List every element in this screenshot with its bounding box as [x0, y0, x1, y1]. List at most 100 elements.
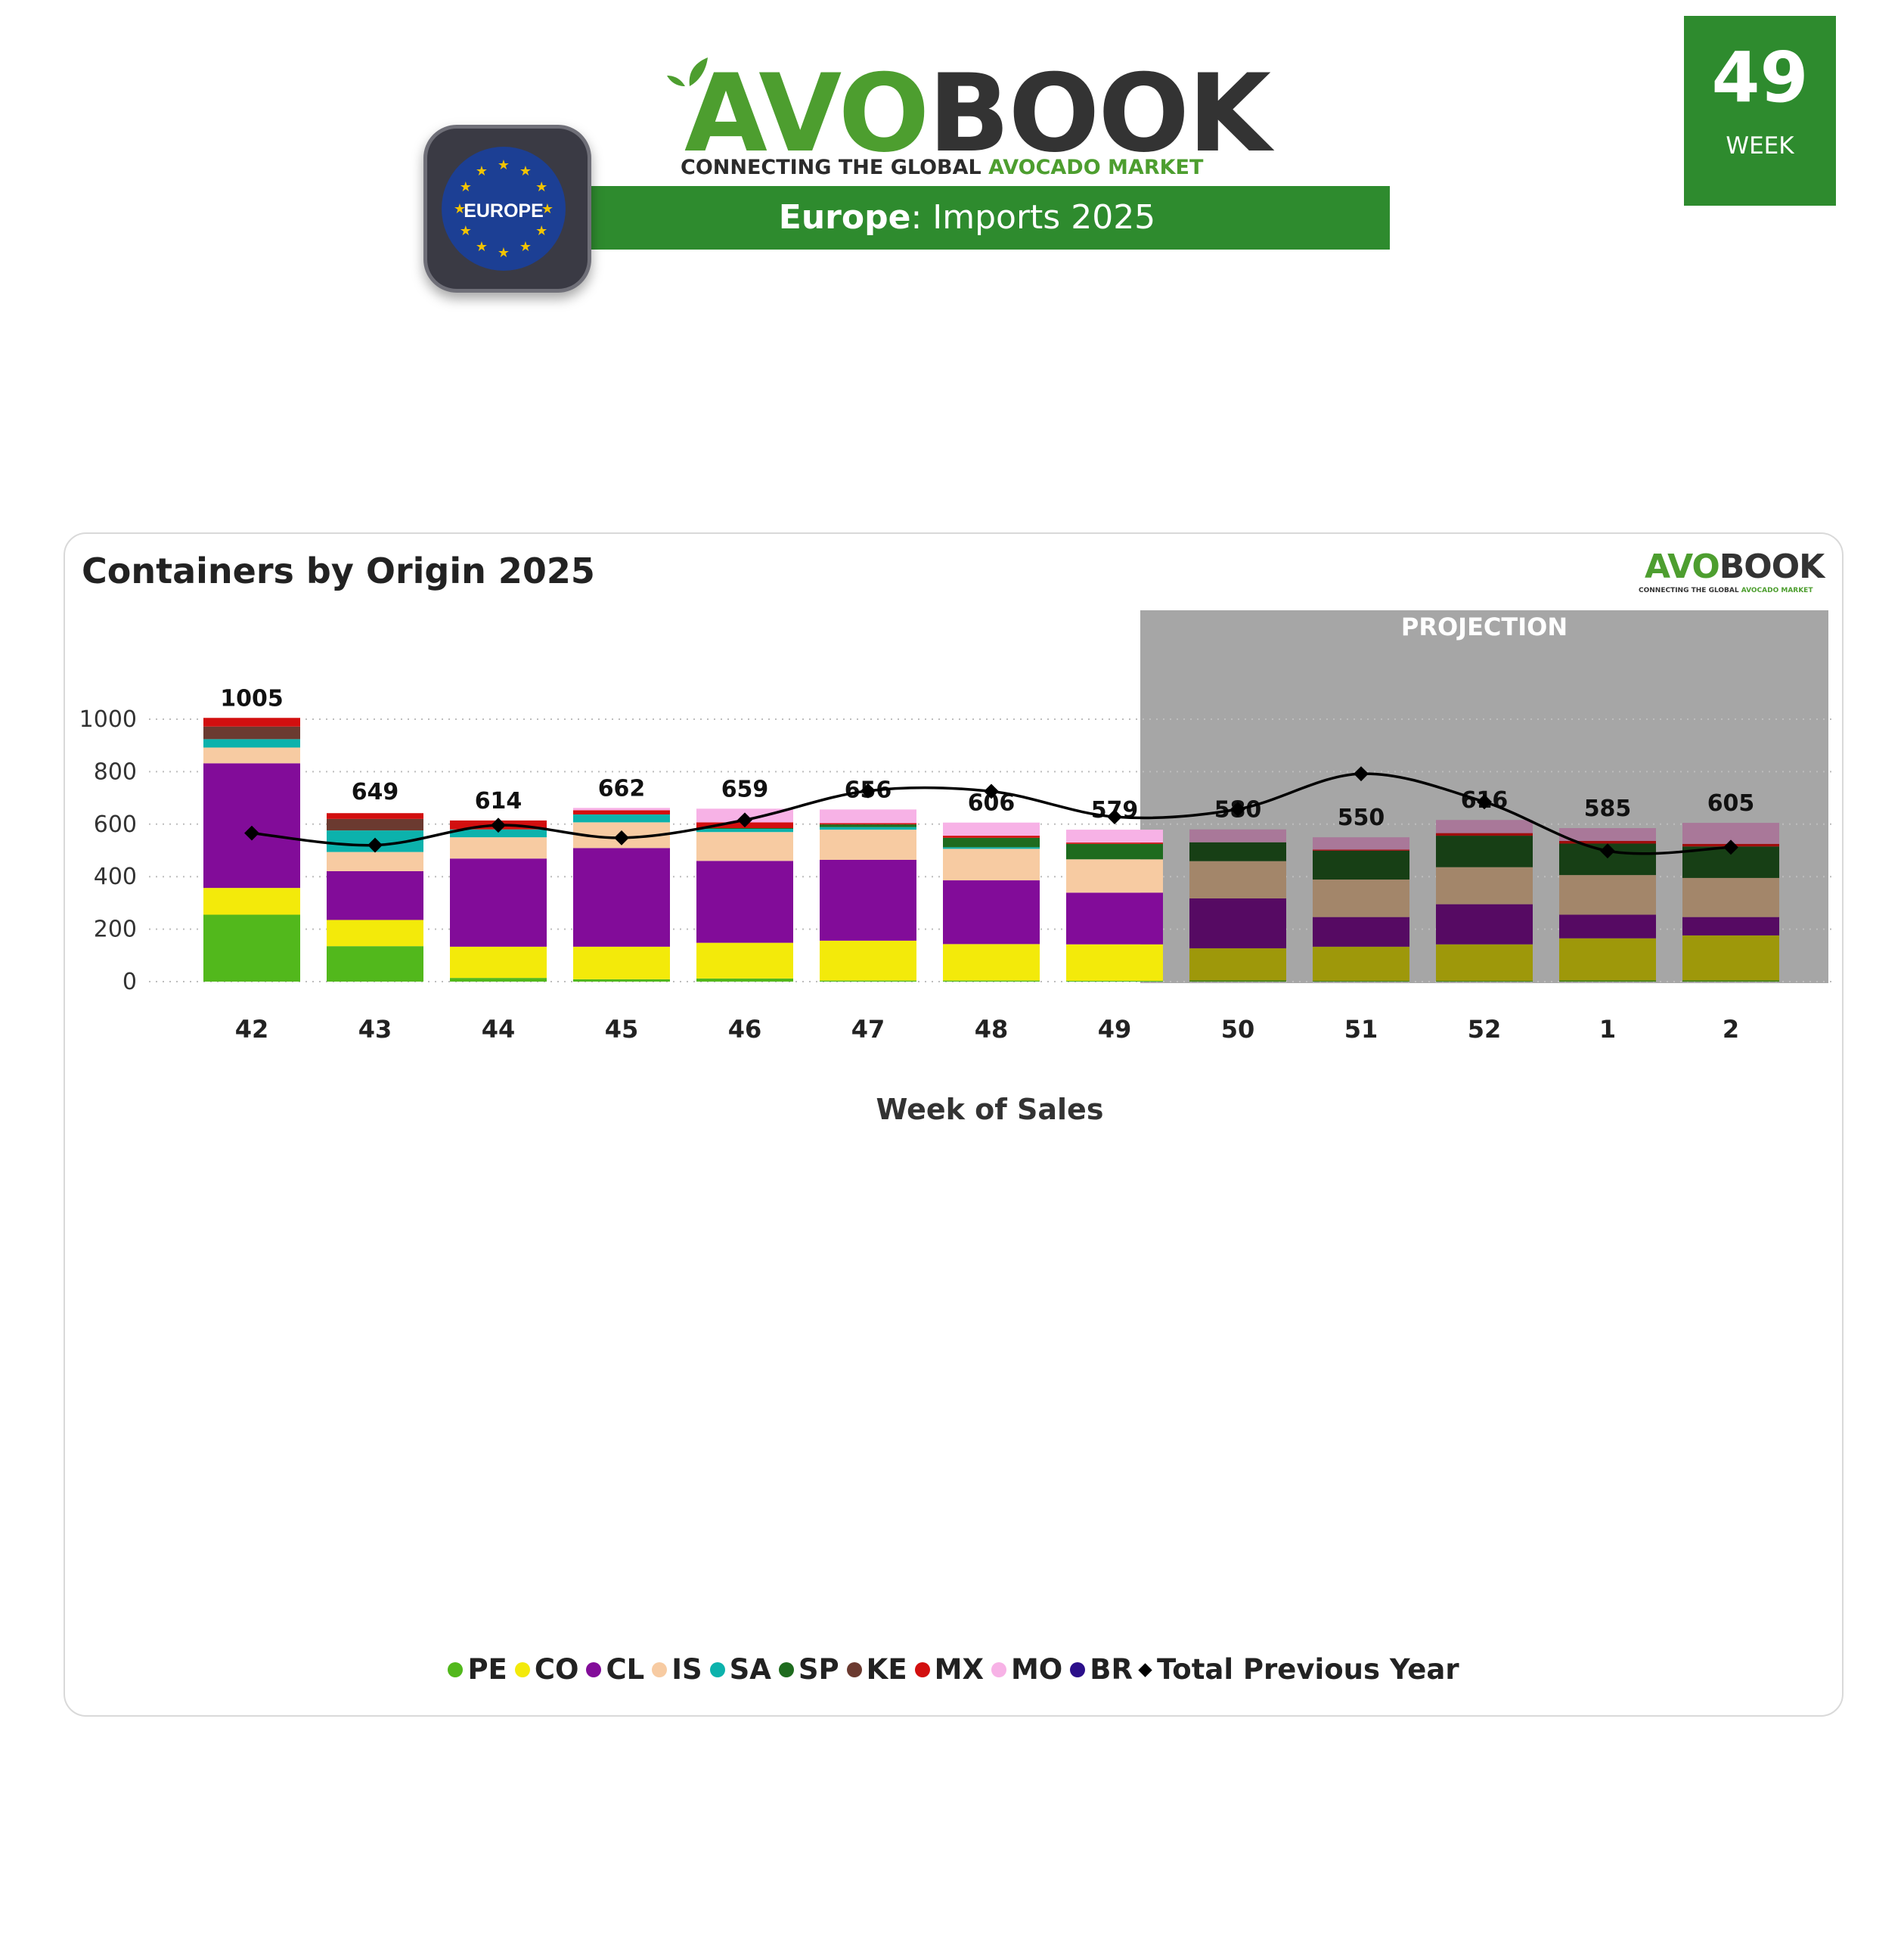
bar-segment-mo: [1436, 820, 1533, 833]
bar-segment-is: [1189, 861, 1286, 899]
x-tick-label: 51: [1344, 1015, 1378, 1044]
bar-segment-pe: [1682, 980, 1779, 982]
y-tick-label: 600: [94, 811, 137, 838]
previous-year-point: [984, 783, 999, 799]
total-label: 662: [598, 775, 646, 802]
bar-segment-is: [1559, 875, 1656, 915]
bar-segment-pe: [820, 980, 916, 982]
mini-tagline-green: AVOCADO MARKET: [1741, 587, 1813, 594]
total-label: 614: [475, 788, 523, 814]
bar-segment-sp: [943, 837, 1040, 848]
legend-label: MX: [934, 1653, 984, 1686]
bar-segment-mo: [943, 822, 1040, 836]
x-tick-label: 2: [1723, 1015, 1739, 1044]
week-number: 49: [1711, 37, 1809, 118]
page-title: Europe: Imports 2025: [544, 186, 1390, 250]
previous-year-point: [367, 837, 383, 853]
legend-label: SA: [729, 1653, 771, 1686]
bar-segment-co: [820, 940, 916, 981]
y-tick-label: 200: [94, 917, 137, 943]
bar-segment-sp: [1066, 843, 1163, 860]
bar-segment-pe: [1313, 980, 1409, 982]
bar-segment-pe: [1436, 980, 1533, 982]
bar-segment-mx: [1066, 842, 1163, 844]
bar-segment-mx: [1559, 841, 1656, 844]
x-tick-label: 50: [1221, 1015, 1255, 1044]
legend-dot-icon: [846, 1662, 862, 1677]
bar-segment-sa: [943, 847, 1040, 849]
bar-segment-co: [1559, 938, 1656, 981]
eu-star-icon: ★: [460, 223, 472, 239]
x-tick-label: 43: [358, 1015, 392, 1044]
bar-segment-is: [450, 837, 547, 859]
bar-segment-mx: [1436, 833, 1533, 836]
logo-wordmark: AVOBOOK: [684, 60, 1271, 168]
bar-segment-cl: [1436, 904, 1533, 945]
bar-segment-co: [203, 888, 300, 915]
x-tick-label: 45: [605, 1015, 639, 1044]
legend-item: Total Previous Year: [1138, 1653, 1459, 1686]
week-label: WEEK: [1726, 132, 1794, 160]
bar-segment-co: [573, 946, 670, 979]
eu-star-icon: ★: [535, 179, 547, 195]
week-badge: 49 WEEK: [1684, 16, 1836, 206]
bar-segment-is: [1436, 867, 1533, 904]
bar-segment-cl: [820, 859, 916, 941]
bar-segment-is: [1066, 859, 1163, 893]
projection-label: PROJECTION: [1401, 613, 1568, 641]
total-label: 649: [352, 779, 399, 805]
legend-label: BR: [1090, 1653, 1133, 1686]
bar-segment-sa: [820, 827, 916, 830]
previous-year-point: [1107, 809, 1122, 824]
bar-segment-is: [1313, 880, 1409, 917]
bar-segment-mx: [327, 813, 423, 819]
bar-segment-ke: [327, 818, 423, 831]
legend-item: MX: [914, 1653, 984, 1686]
y-tick-label: 400: [94, 864, 137, 890]
x-tick-label: 42: [235, 1015, 269, 1044]
x-tick-label: 1: [1599, 1015, 1616, 1044]
bar-segment-co: [450, 946, 547, 979]
stacked-bar-chart: PROJECTION 0 200 400 600 800 1000 1005 42 649 43 61…: [79, 610, 1831, 1126]
legend-dot-icon: [914, 1662, 930, 1677]
mini-logo-book: BOOK: [1719, 548, 1825, 586]
bar-segment-co: [1682, 935, 1779, 981]
bar-segment-co: [943, 944, 1040, 981]
bar-segment-pe: [1189, 980, 1286, 982]
legend-dot-icon: [709, 1662, 725, 1677]
bar-segment-is: [1682, 877, 1779, 917]
total-label: 605: [1707, 790, 1755, 817]
bar-segment-cl: [573, 848, 670, 947]
legend-label: CL: [606, 1653, 645, 1686]
bar-segment-mx: [203, 718, 300, 727]
eu-star-icon: ★: [519, 239, 532, 255]
bar-segment-sa: [696, 829, 793, 833]
logo-book: BOOK: [928, 51, 1271, 176]
bar-segment-is: [203, 747, 300, 764]
avobook-logo: AVOBOOK CONNECTING THE GLOBAL AVOCADO MA…: [665, 45, 1271, 189]
legend-label: CO: [534, 1653, 579, 1686]
previous-year-point: [1477, 794, 1492, 810]
x-axis-title: Week of Sales: [876, 1093, 1104, 1126]
bar-segment-cl: [696, 861, 793, 943]
legend-item: IS: [652, 1653, 702, 1686]
bar-segment-co: [327, 920, 423, 947]
tagline-green: AVOCADO MARKET: [988, 156, 1204, 179]
bar-segment-cl: [1559, 914, 1656, 939]
bar-segment-is: [696, 832, 793, 861]
total-label: 659: [721, 776, 769, 802]
x-tick-label: 49: [1098, 1015, 1132, 1044]
bar-segment-pe: [1559, 980, 1656, 982]
bar-segment-cl: [943, 880, 1040, 945]
bar-segment-mo: [820, 809, 916, 824]
logo-avo: AVO: [684, 51, 929, 176]
bar-segment-pe: [327, 946, 423, 982]
chart-title: Containers by Origin 2025: [82, 551, 595, 591]
title-region: Europe: [778, 198, 911, 237]
total-label: 550: [1338, 805, 1385, 831]
tagline-dark: CONNECTING THE GLOBAL: [681, 156, 989, 179]
legend-label: PE: [467, 1653, 507, 1686]
bar-segment-pe: [696, 978, 793, 982]
bar-segment-mx: [943, 836, 1040, 838]
eu-star-icon: ★: [460, 179, 472, 195]
